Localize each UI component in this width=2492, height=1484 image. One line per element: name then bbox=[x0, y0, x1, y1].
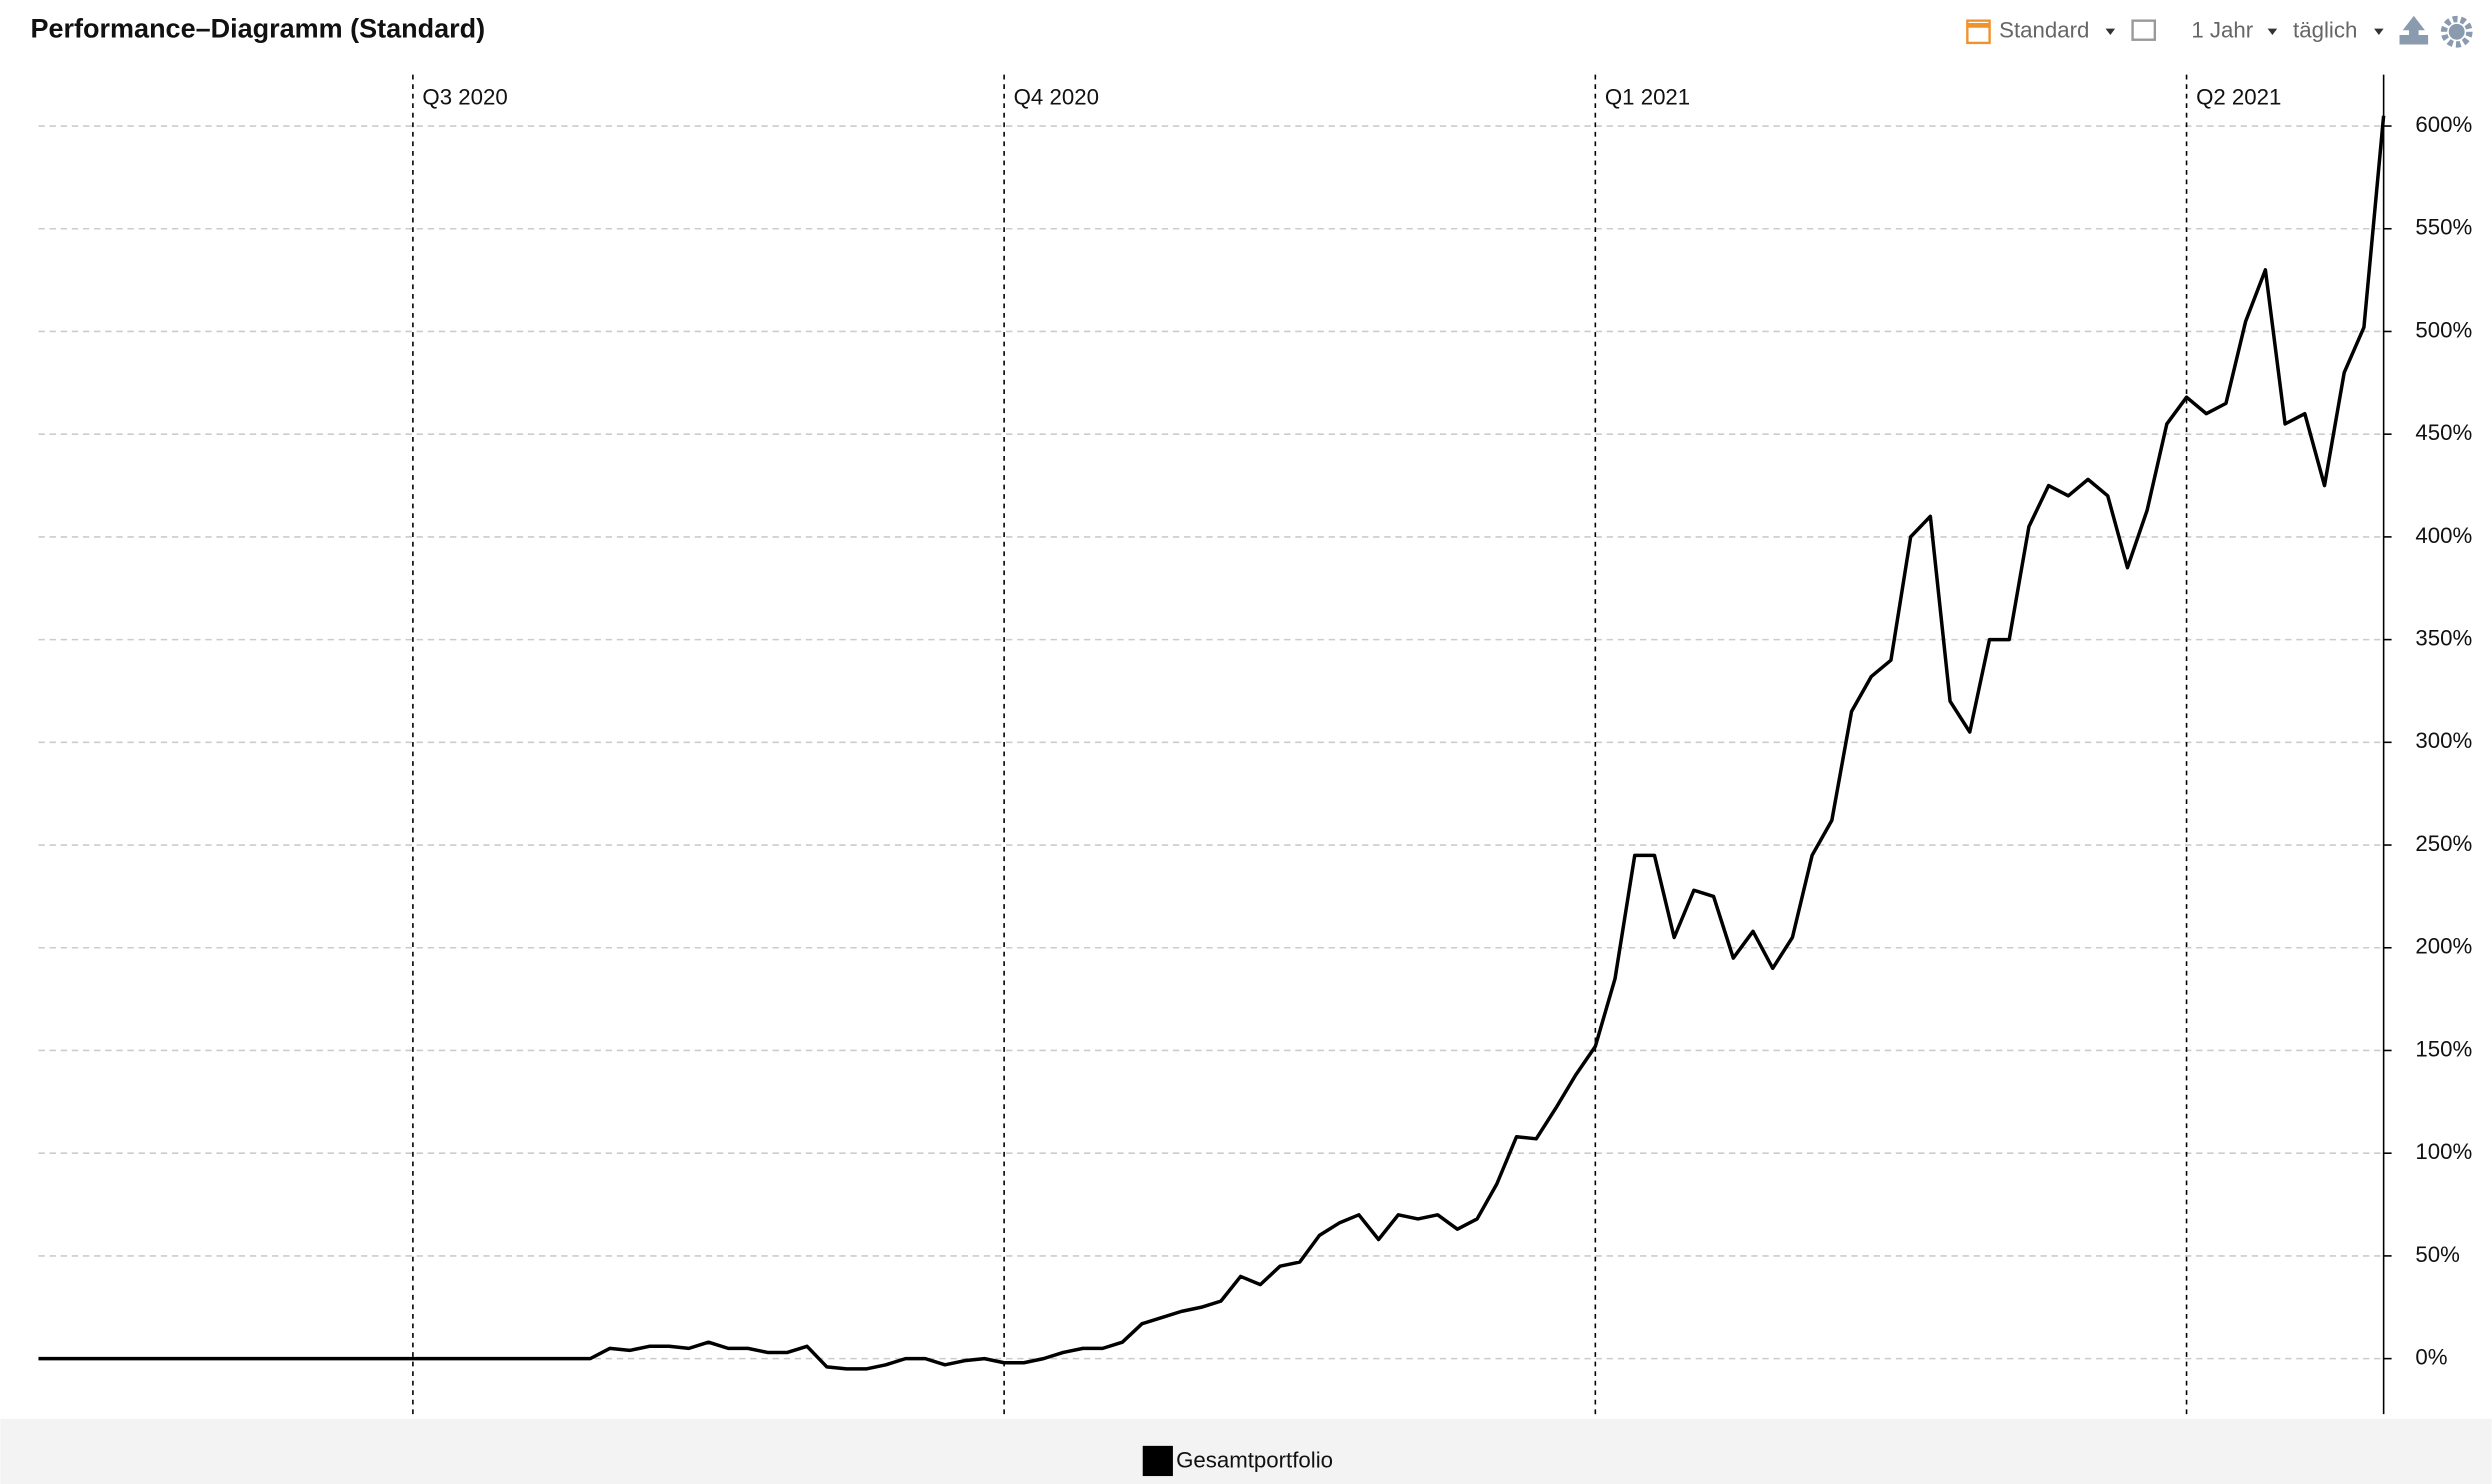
dropdown-arrow bbox=[2374, 28, 2384, 35]
y-tick-label: 150% bbox=[2415, 1036, 2472, 1061]
y-tick-label: 500% bbox=[2415, 317, 2472, 342]
view-select[interactable]: Standard bbox=[1999, 18, 2089, 43]
y-tick-label: 300% bbox=[2415, 728, 2472, 753]
legend-swatch bbox=[1142, 1445, 1173, 1477]
interval-select[interactable]: täglich bbox=[2293, 18, 2357, 43]
y-tick-label: 350% bbox=[2415, 625, 2472, 650]
y-tick-label: 600% bbox=[2415, 112, 2472, 137]
dropdown-arrow bbox=[2267, 28, 2278, 35]
calendar-icon[interactable] bbox=[1966, 19, 1991, 45]
settings-icon-core bbox=[2448, 23, 2465, 40]
x-tick-label: Q3 2020 bbox=[422, 84, 507, 109]
x-tick-label: Q1 2021 bbox=[1605, 84, 1690, 109]
legend-bar bbox=[0, 1418, 2492, 1484]
data-line bbox=[38, 115, 2386, 1371]
y-tick-label: 450% bbox=[2415, 420, 2472, 445]
export-icon[interactable] bbox=[2399, 15, 2429, 45]
period-select[interactable]: 1 Jahr bbox=[2191, 18, 2253, 43]
y-tick-label: 50% bbox=[2415, 1242, 2460, 1267]
legend-label: Gesamtportfolio bbox=[1176, 1448, 1333, 1473]
dropdown-arrow bbox=[2105, 28, 2116, 35]
y-tick-label: 250% bbox=[2415, 831, 2472, 856]
y-tick-label: 550% bbox=[2415, 215, 2472, 240]
chart-title: Performance–Diagramm (Standard) bbox=[31, 13, 486, 43]
x-tick-label: Q4 2020 bbox=[1014, 84, 1099, 109]
y-tick-label: 100% bbox=[2415, 1139, 2472, 1164]
y-tick-label: 0% bbox=[2415, 1344, 2447, 1369]
settings-icon[interactable] bbox=[2440, 15, 2473, 48]
y-tick-label: 200% bbox=[2415, 934, 2472, 959]
window-icon[interactable] bbox=[2131, 19, 2157, 41]
y-tick-label: 400% bbox=[2415, 523, 2472, 548]
x-tick-label: Q2 2021 bbox=[2196, 84, 2281, 109]
